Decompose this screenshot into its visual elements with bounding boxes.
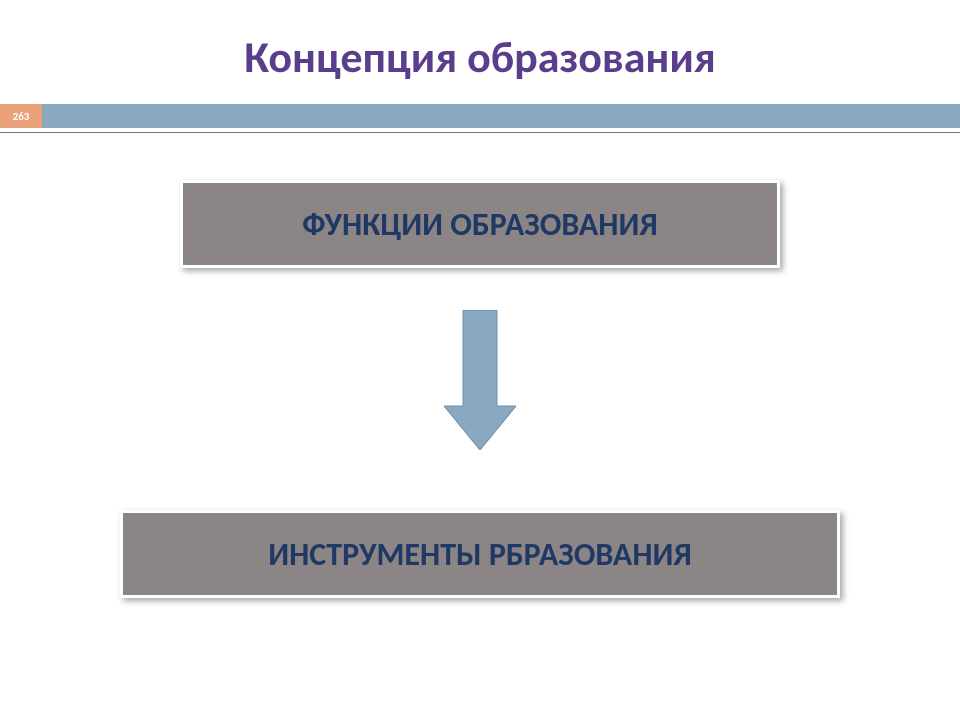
- page-number: 263: [13, 110, 30, 123]
- diagram-area: ФУНКЦИИ ОБРАЗОВАНИЯ ИНСТРУМЕНТЫ РБРАЗОВА…: [0, 140, 960, 700]
- header-underline: [0, 132, 960, 133]
- node-top: ФУНКЦИИ ОБРАЗОВАНИЯ: [180, 180, 780, 268]
- arrow-down: [444, 310, 516, 455]
- page-number-badge: 263: [0, 104, 42, 128]
- node-bottom-label: ИНСТРУМЕНТЫ РБРАЗОВАНИЯ: [268, 535, 691, 574]
- node-top-label: ФУНКЦИИ ОБРАЗОВАНИЯ: [302, 205, 657, 244]
- header-bar-container: 263: [0, 104, 960, 140]
- header-bar: [42, 104, 960, 128]
- slide-title-text: Концепция образования: [244, 30, 716, 84]
- arrow-down-icon: [444, 310, 516, 450]
- node-bottom: ИНСТРУМЕНТЫ РБРАЗОВАНИЯ: [120, 510, 840, 598]
- slide-title: Концепция образования: [0, 0, 960, 104]
